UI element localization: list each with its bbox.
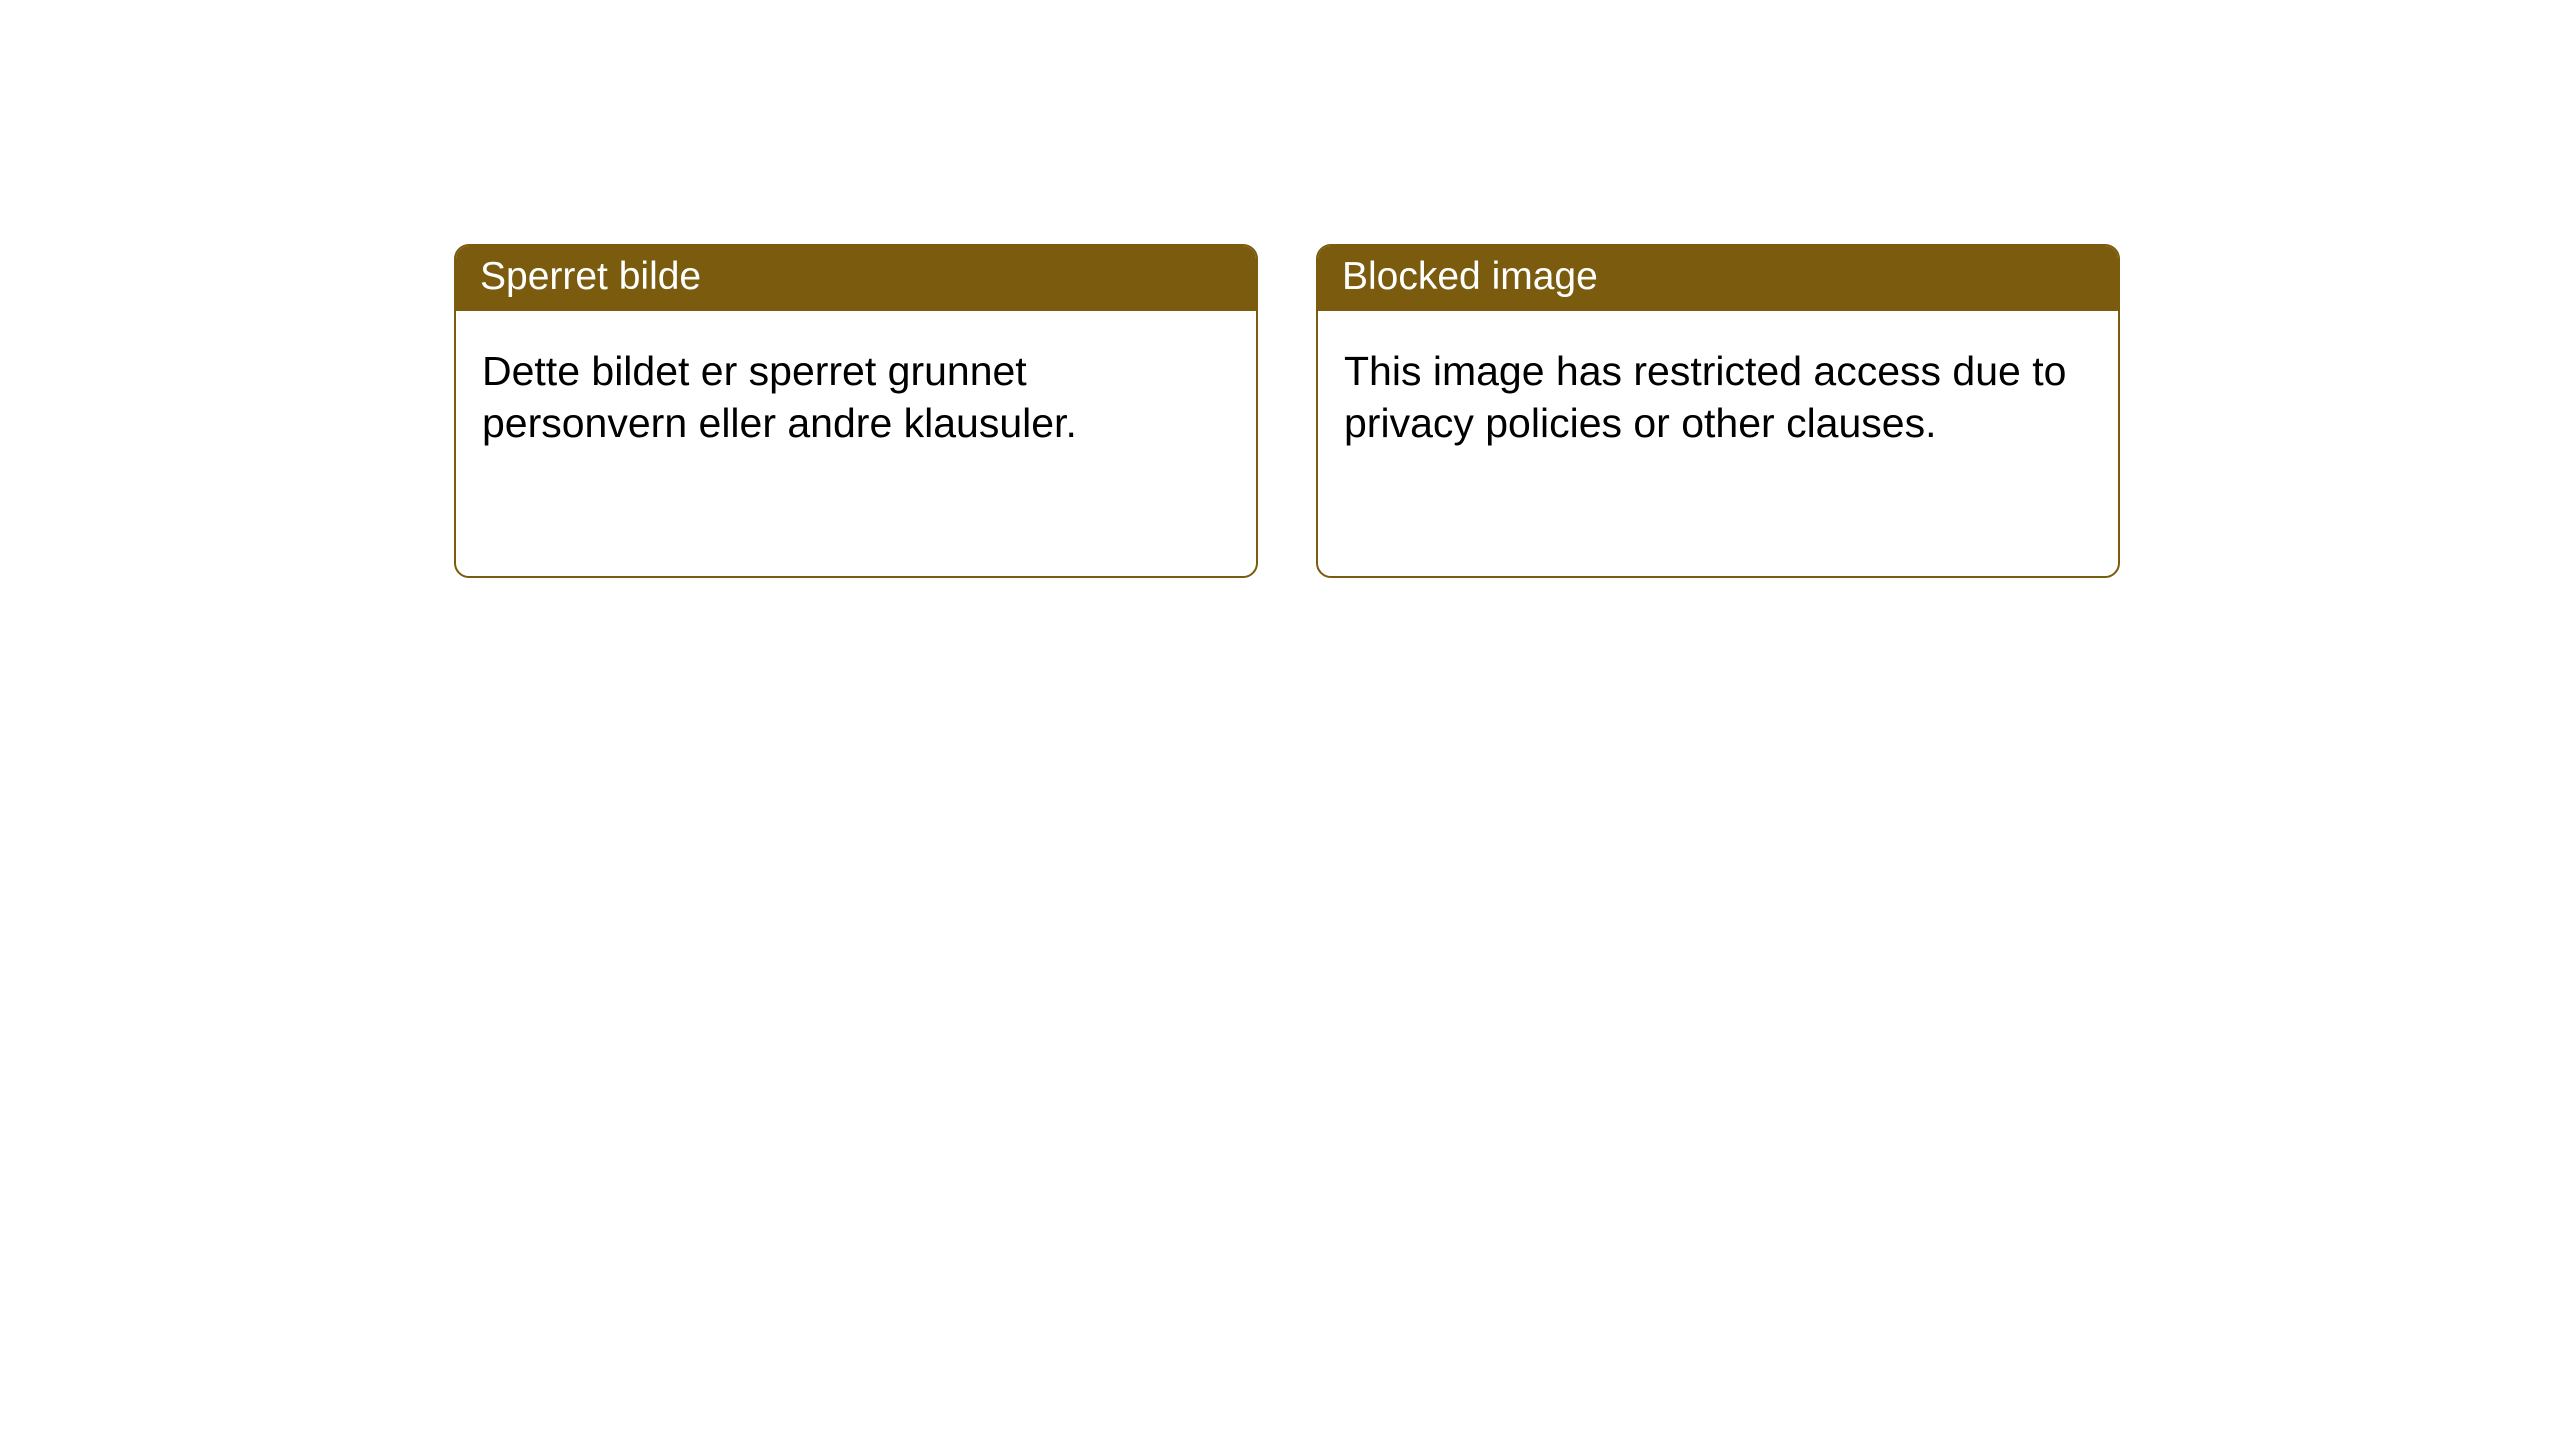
card-no: Sperret bilde Dette bildet er sperret gr… bbox=[454, 244, 1258, 578]
card-body-no: Dette bildet er sperret grunnet personve… bbox=[456, 311, 1256, 474]
card-body-en: This image has restricted access due to … bbox=[1318, 311, 2118, 474]
card-text-en: This image has restricted access due to … bbox=[1344, 348, 2066, 446]
card-header-no: Sperret bilde bbox=[456, 246, 1256, 311]
card-title-no: Sperret bilde bbox=[480, 255, 701, 298]
cards-row: Sperret bilde Dette bildet er sperret gr… bbox=[454, 244, 2120, 578]
card-header-en: Blocked image bbox=[1318, 246, 2118, 311]
card-title-en: Blocked image bbox=[1342, 255, 1598, 298]
card-text-no: Dette bildet er sperret grunnet personve… bbox=[482, 348, 1077, 446]
card-en: Blocked image This image has restricted … bbox=[1316, 244, 2120, 578]
